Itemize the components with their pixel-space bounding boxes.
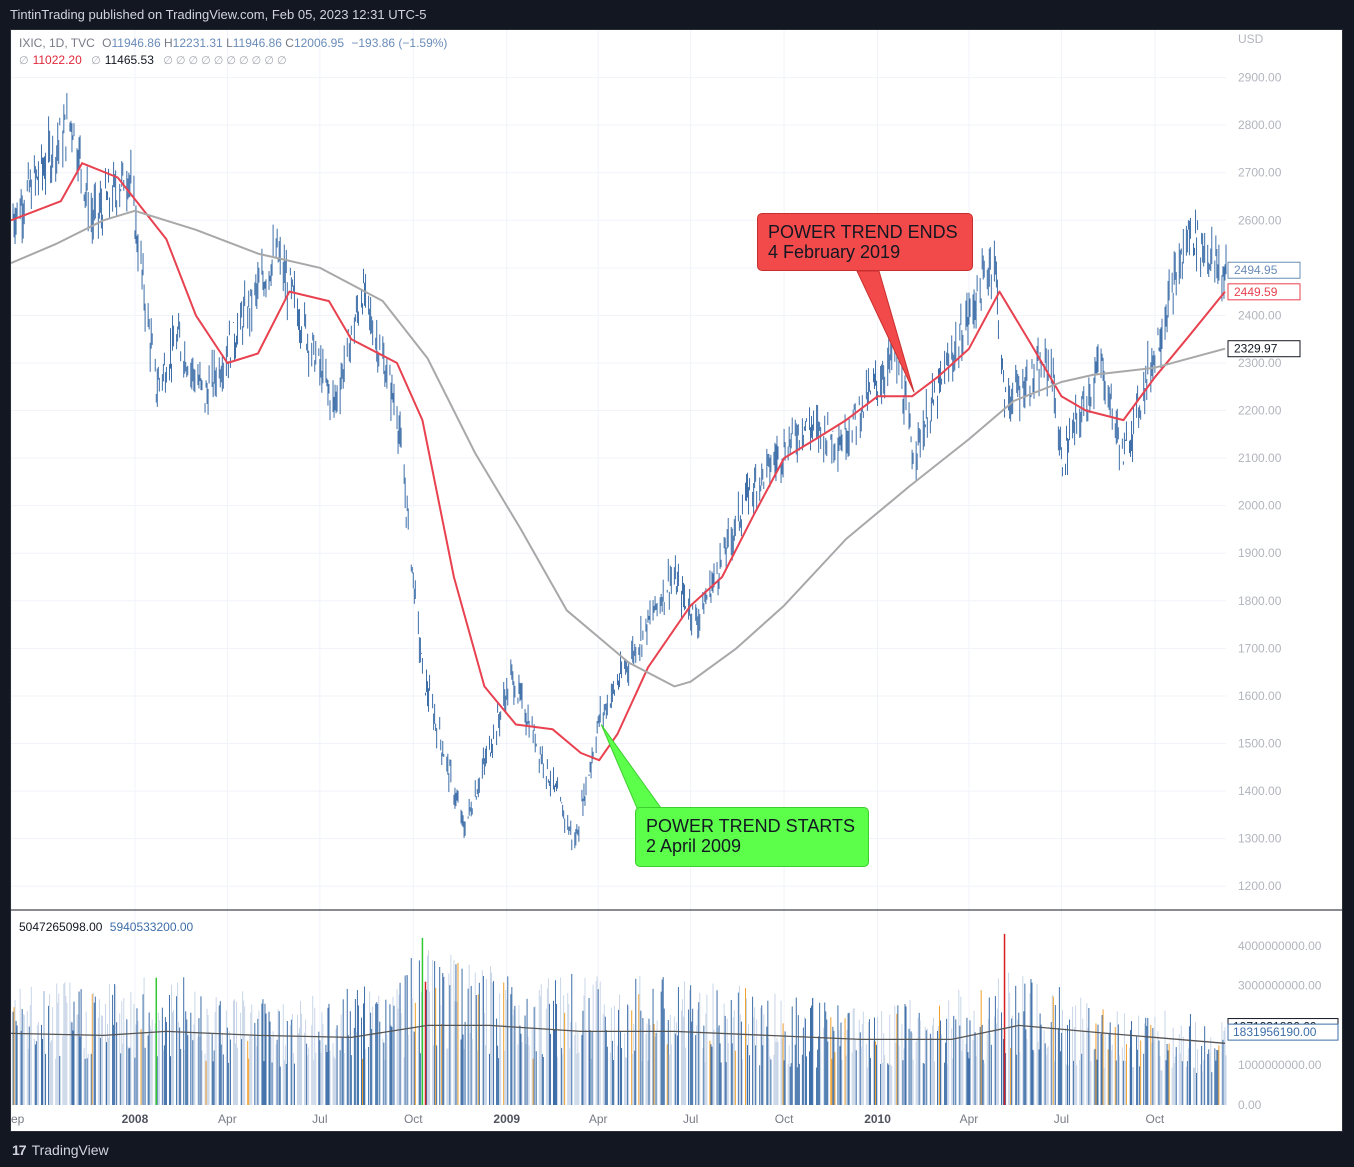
publisher-header: TintinTrading published on TradingView.c…	[10, 7, 427, 22]
ma-slow-line	[11, 209, 1226, 688]
y-tick-label: 1800.00	[1238, 594, 1282, 608]
volume-legend: 5047265098.00 5940533200.00	[19, 920, 193, 934]
ma-fast-icon: ∅	[19, 55, 29, 67]
chart-canvas[interactable]: 1200.00 1300.00 1400.00 1500.00 1600.00 1700.…	[11, 30, 1342, 1131]
x-tick-label: 2008	[122, 1112, 149, 1126]
x-tick-label: Oct	[1146, 1112, 1165, 1126]
legend-low-label: L	[226, 36, 233, 50]
price-label-text-ma_slow: 2329.97	[1234, 342, 1278, 356]
legend-close-label: C	[285, 36, 294, 50]
candles-group	[12, 93, 1227, 851]
ma-fast-line	[11, 162, 1226, 762]
y-tick-label: 2300.00	[1238, 356, 1282, 370]
y-tick-label: 1400.00	[1238, 784, 1282, 798]
legend-ma-fast: 11022.20	[32, 53, 82, 67]
legend-high: 12231.31	[172, 36, 223, 50]
y-tick-label: 2700.00	[1238, 166, 1282, 180]
ma-slow-icon: ∅	[91, 55, 101, 67]
callout-start-date: 2 April 2009	[646, 836, 742, 856]
y-tick-label: 1500.00	[1238, 737, 1282, 751]
y-tick-label: 1700.00	[1238, 641, 1282, 655]
x-tick-label: Oct	[404, 1112, 423, 1126]
y-tick-label: 1900.00	[1238, 546, 1282, 560]
legend-ma-extra: ∅ ∅ ∅ ∅ ∅ ∅ ∅ ∅ ∅ ∅	[163, 55, 287, 67]
x-tick-label: Apr	[960, 1112, 979, 1126]
legend-low: 11946.86	[232, 36, 282, 50]
y-tick-label: 1600.00	[1238, 689, 1282, 703]
callout-start-title: POWER TREND STARTS	[646, 816, 856, 836]
y-tick-label: 1200.00	[1238, 879, 1282, 893]
volume-tick-label: 1000000000.00	[1238, 1058, 1322, 1072]
y-tick-label: 2800.00	[1238, 118, 1282, 132]
callout-end-date: 4 February 2019	[768, 242, 901, 262]
price-label-ma_slow	[1227, 340, 1301, 358]
callout-start-pointer	[600, 724, 662, 809]
legend-change: −193.86 (−1.59%)	[351, 36, 448, 50]
volume-label-volume_last	[1227, 1023, 1339, 1041]
y-tick-label: 2100.00	[1238, 451, 1282, 465]
volume-group	[12, 950, 1227, 1105]
x-tick-label: ep	[11, 1112, 25, 1126]
price-label-close	[1227, 261, 1301, 279]
currency-label: USD	[1238, 32, 1264, 46]
tradingview-logo-icon[interactable]: 17	[12, 1142, 27, 1158]
legend-close: 12006.95	[293, 36, 345, 50]
y-tick-label: 2900.00	[1238, 71, 1282, 85]
legend-high-label: H	[164, 36, 173, 50]
chart-panel: 1200.00 1300.00 1400.00 1500.00 1600.00 1700.…	[10, 29, 1343, 1132]
y-tick-label: 2400.00	[1238, 308, 1282, 322]
volume-tick-label: 4000000000.00	[1238, 939, 1322, 953]
power-trend-starts-callout[interactable]: POWER TREND STARTS 2 April 2009	[635, 807, 869, 867]
x-tick-label: Jul	[683, 1112, 698, 1126]
price-legend: IXIC, 1D, TVC O11946.86 H12231.31 L11946…	[19, 36, 447, 50]
y-tick-label: 2200.00	[1238, 404, 1282, 418]
volume-ma-line	[11, 1024, 1226, 1044]
y-tick-label: 2600.00	[1238, 213, 1282, 227]
tradingview-footer: 17 TradingView	[0, 1133, 1354, 1167]
x-tick-label: 2010	[864, 1112, 891, 1126]
y-tick-label: 2000.00	[1238, 499, 1282, 513]
x-tick-label: Jul	[1054, 1112, 1069, 1126]
legend-volume-1: 5047265098.00	[19, 920, 103, 934]
x-tick-label: Oct	[775, 1112, 794, 1126]
x-tick-label: 2009	[493, 1112, 520, 1126]
x-tick-label: Apr	[589, 1112, 608, 1126]
legend-open: 11946.86	[111, 36, 161, 50]
y-tick-label: 1300.00	[1238, 832, 1282, 846]
x-tick-label: Apr	[218, 1112, 237, 1126]
x-tick-label: Jul	[312, 1112, 327, 1126]
ma-legend: ∅ 11022.20 ∅ 11465.53 ∅ ∅ ∅ ∅ ∅ ∅ ∅ ∅ ∅ ∅	[19, 53, 291, 67]
tradingview-brand[interactable]: TradingView	[31, 1142, 109, 1158]
volume-label-text-volume_last: 1831956190.00	[1233, 1025, 1317, 1039]
legend-ma-slow: 11465.53	[104, 53, 154, 67]
price-label-text-close: 2494.95	[1234, 263, 1278, 277]
power-trend-ends-callout[interactable]: POWER TREND ENDS 4 February 2019	[757, 213, 973, 271]
callout-end-title: POWER TREND ENDS	[768, 222, 958, 242]
price-label-ma_fast	[1227, 283, 1301, 301]
volume-tick-label: 0.00	[1238, 1098, 1262, 1112]
legend-open-label: O	[102, 36, 112, 50]
legend-volume-2: 5940533200.00	[109, 920, 194, 934]
legend-symbol[interactable]: IXIC, 1D, TVC	[19, 36, 95, 50]
price-label-text-ma_fast: 2449.59	[1234, 285, 1278, 299]
callout-end-pointer	[856, 270, 915, 393]
volume-tick-label: 3000000000.00	[1238, 979, 1322, 993]
